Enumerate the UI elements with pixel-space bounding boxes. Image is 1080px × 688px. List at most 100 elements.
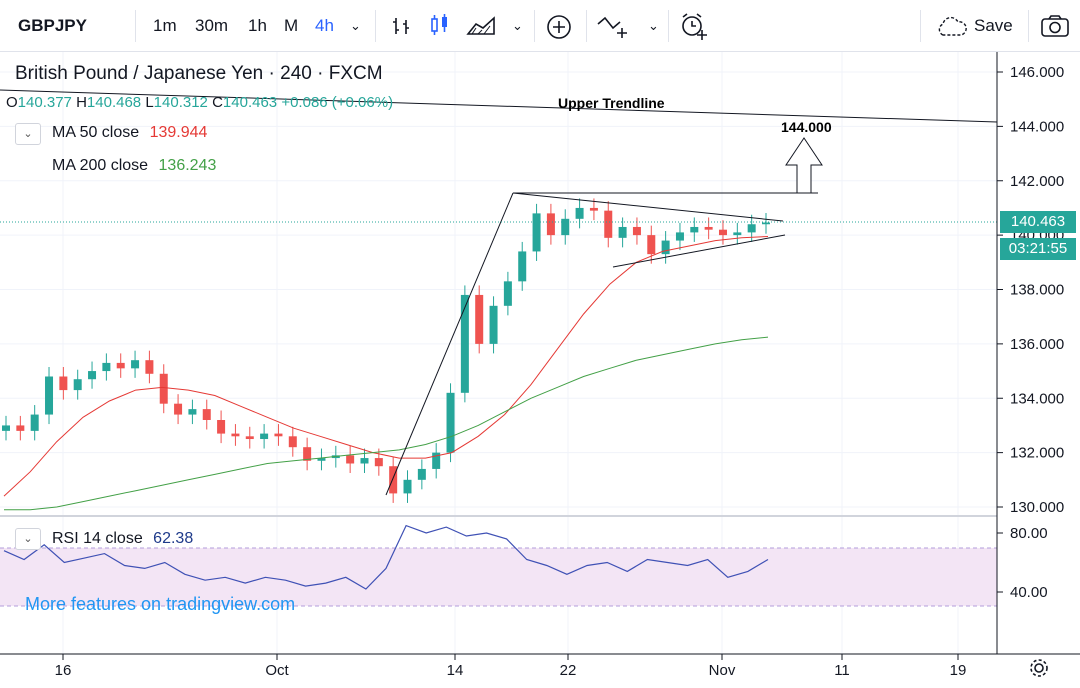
time-axis[interactable]: 16 Oct 14 22 Nov 11 19 xyxy=(55,654,967,679)
save-button[interactable]: Save xyxy=(974,16,1013,35)
candle-body xyxy=(45,376,54,415)
ma50-line xyxy=(3,236,769,497)
flagpole-line[interactable] xyxy=(385,192,514,496)
time-tick-label: 11 xyxy=(834,662,850,679)
candle-body xyxy=(260,433,269,440)
ohlc-readout: O140.377 H140.468 L140.312 C140.463 +0.0… xyxy=(6,94,393,111)
candlestick-series xyxy=(2,198,770,503)
settings-gear-icon[interactable] xyxy=(1028,657,1050,679)
candle-body xyxy=(131,360,140,369)
bar-countdown-badge: 03:21:55 xyxy=(1000,238,1076,260)
candle-body xyxy=(489,305,498,344)
candles-icon[interactable] xyxy=(428,12,452,40)
toolbar-divider xyxy=(1028,10,1029,42)
bar-chart-icon[interactable] xyxy=(390,14,414,38)
candle-body xyxy=(546,213,555,236)
price-chart[interactable]: 146.000144.000142.000140.000138.000136.0… xyxy=(0,52,1080,688)
high-label: H xyxy=(76,94,87,111)
candle-body xyxy=(675,232,684,241)
rsi-tick-label: 40.00 xyxy=(1010,584,1048,601)
candle-body xyxy=(604,210,613,238)
candle-body xyxy=(575,207,584,219)
ma200-line xyxy=(4,336,769,511)
candle-body xyxy=(718,229,727,236)
candle-body xyxy=(88,371,97,380)
tradingview-watermark-link[interactable]: More features on tradingview.com xyxy=(25,594,296,614)
candle-body xyxy=(589,207,598,211)
candle-body xyxy=(217,420,226,434)
interval-1h[interactable]: 1h xyxy=(248,16,267,35)
candle-body xyxy=(432,452,441,469)
price-tick-label: 130.000 xyxy=(1010,499,1064,516)
cloud-save-icon[interactable] xyxy=(935,16,969,38)
candle-body xyxy=(389,466,398,494)
change-value: +0.086 (+0.06%) xyxy=(281,94,394,111)
collapse-rsi-chevron-icon[interactable]: ⌄ xyxy=(15,528,41,550)
upper-trendline-label: Upper Trendline xyxy=(558,95,665,111)
candle-body xyxy=(274,433,283,437)
candle-body xyxy=(503,281,512,306)
toolbar-divider xyxy=(135,10,136,42)
rsi-legend[interactable]: RSI 14 close 62.38 xyxy=(52,530,193,548)
candle-body xyxy=(446,392,455,453)
candle-body xyxy=(116,362,125,369)
candle-body xyxy=(2,425,10,431)
candle-body xyxy=(188,409,197,415)
time-tick-label: 16 xyxy=(55,662,72,679)
candle-body xyxy=(231,433,240,437)
toolbar-divider xyxy=(668,10,669,42)
low-value: 140.312 xyxy=(153,94,208,111)
top-toolbar: GBPJPY 1m 30m 1h M 4h ⌄ ⌄ ⌄ Save xyxy=(0,0,1080,52)
ma200-label: MA 200 close xyxy=(52,157,149,174)
candle-body xyxy=(245,436,254,440)
area-chart-icon[interactable] xyxy=(466,14,498,38)
interval-dropdown-chevron-icon[interactable]: ⌄ xyxy=(350,18,361,33)
candle-body xyxy=(30,414,39,431)
candle-body xyxy=(475,294,484,344)
time-tick-label: 14 xyxy=(447,662,464,679)
candle-body xyxy=(733,232,742,236)
candle-body xyxy=(417,468,426,480)
interval-4h[interactable]: 4h xyxy=(315,16,334,35)
toolbar-divider xyxy=(586,10,587,42)
close-value: 140.463 xyxy=(222,94,278,111)
price-tick-label: 136.000 xyxy=(1010,336,1064,353)
symbol-search[interactable]: GBPJPY xyxy=(18,16,87,35)
alert-icon[interactable] xyxy=(678,12,710,42)
time-tick-label: Nov xyxy=(709,662,736,679)
triangle-upper-side[interactable] xyxy=(512,192,784,222)
chart-title: British Pound / Japanese Yen · 240 · FXC… xyxy=(15,63,383,84)
candle-body xyxy=(317,458,326,461)
compare-icon[interactable] xyxy=(596,14,630,40)
price-tick-label: 132.000 xyxy=(1010,445,1064,462)
candle-body xyxy=(747,224,756,233)
interval-1m[interactable]: 1m xyxy=(153,16,177,35)
collapse-legend-chevron-icon[interactable]: ⌄ xyxy=(15,123,41,145)
compare-chevron-icon[interactable]: ⌄ xyxy=(648,18,659,33)
ma50-legend[interactable]: MA 50 close 139.944 xyxy=(52,124,207,142)
price-tick-label: 144.000 xyxy=(1010,118,1064,135)
camera-icon[interactable] xyxy=(1040,14,1070,38)
price-tick-label: 142.000 xyxy=(1010,173,1064,190)
triangle-lower-side[interactable] xyxy=(612,234,786,268)
candle-body xyxy=(618,226,627,238)
candle-body xyxy=(632,226,641,236)
target-arrow[interactable] xyxy=(785,137,823,194)
candle-body xyxy=(59,376,68,391)
ma50-label: MA 50 close xyxy=(52,124,140,141)
candle-body xyxy=(202,409,211,420)
upper-trendline[interactable] xyxy=(0,89,998,123)
rsi-value: 62.38 xyxy=(153,530,194,547)
interval-m[interactable]: M xyxy=(284,16,299,35)
price-tick-label: 146.000 xyxy=(1010,64,1064,81)
candle-body xyxy=(346,455,355,464)
candle-body xyxy=(303,447,312,461)
rsi-axis[interactable]: 80.00 40.00 xyxy=(997,525,1048,601)
interval-30m[interactable]: 30m xyxy=(195,16,229,35)
chart-type-chevron-icon[interactable]: ⌄ xyxy=(512,18,523,33)
price-axis[interactable]: 146.000144.000142.000140.000138.000136.0… xyxy=(997,64,1064,516)
ma200-legend[interactable]: MA 200 close 136.243 xyxy=(52,157,216,175)
rsi-label: RSI 14 close xyxy=(52,530,143,547)
candle-body xyxy=(704,226,713,230)
add-indicator-icon[interactable] xyxy=(545,13,573,41)
